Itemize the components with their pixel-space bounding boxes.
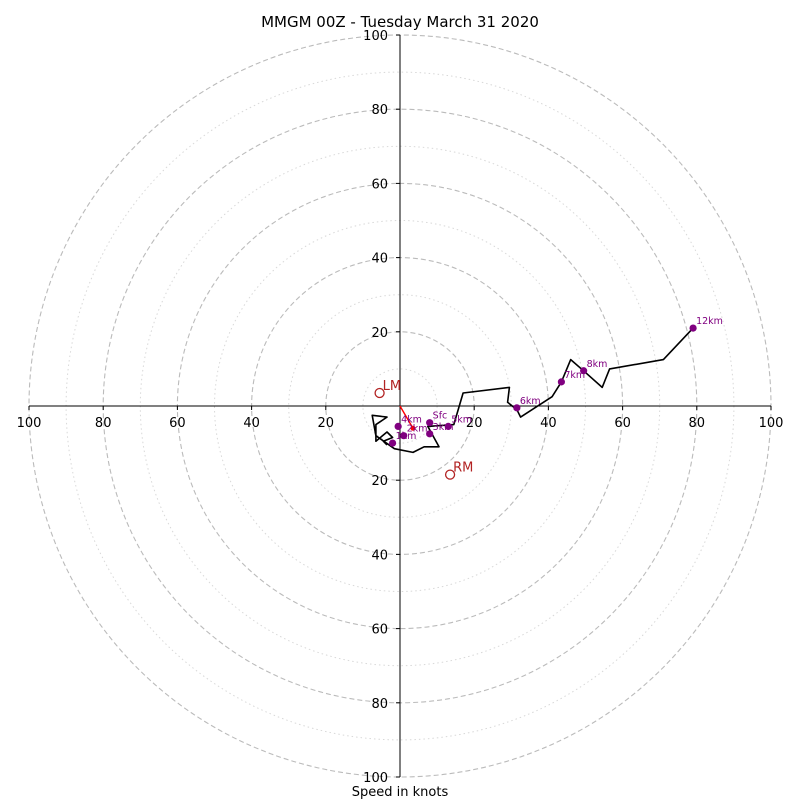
- x-tick-label: 80: [689, 416, 706, 431]
- height-label-3km: 3km: [433, 422, 454, 433]
- y-tick-label: 80: [371, 697, 388, 712]
- x-tick-label: 60: [169, 416, 186, 431]
- height-marker-8km: [580, 367, 588, 375]
- storm-motion: LM RM: [374, 379, 473, 480]
- height-label-7km: 7km: [564, 370, 585, 381]
- shear-line: [399, 405, 414, 429]
- y-tick-label: 20: [371, 474, 388, 489]
- tick-labels: 100 100 80 80 60 60 40 40 20 20 20 20 40 40 60 60 80 80 10…: [17, 29, 784, 786]
- profile-line: [371, 327, 694, 454]
- storm-motion-label-rm: RM: [453, 461, 473, 476]
- height-marker-7km: [557, 378, 565, 386]
- height-label-sfc: Sfc: [433, 411, 448, 422]
- height-marker-2km: [400, 432, 408, 440]
- height-label-5km: 5km: [451, 414, 472, 425]
- wind-profile: [371, 327, 694, 454]
- chart-title: MMGM 00Z - Tuesday March 31 2020: [261, 13, 539, 31]
- x-tick-label: 40: [243, 416, 260, 431]
- x-tick-label: 80: [95, 416, 112, 431]
- x-axis-label: Speed in knots: [352, 785, 449, 800]
- storm-motion-label-lm: LM: [383, 379, 401, 394]
- y-tick-label: 20: [371, 326, 388, 341]
- height-marker-3km: [426, 430, 434, 438]
- height-marker-sfc: [426, 419, 434, 427]
- height-markers: Sfc1km2km3km4km5km6km7km8km12km: [388, 316, 723, 447]
- height-marker-6km: [513, 404, 521, 412]
- x-tick-label: 60: [614, 416, 631, 431]
- x-tick-label: 20: [318, 416, 335, 431]
- height-marker-4km: [394, 422, 402, 431]
- y-tick-label: 100: [363, 29, 388, 44]
- x-tick-label: 100: [759, 416, 784, 431]
- y-tick-label: 60: [371, 177, 388, 192]
- x-tick-label: 20: [466, 416, 483, 431]
- height-label-6km: 6km: [520, 396, 541, 407]
- y-tick-label: 60: [371, 623, 388, 638]
- x-tick-label: 100: [17, 416, 42, 431]
- y-tick-label: 40: [371, 548, 388, 563]
- storm-motion-marker-rm: [444, 469, 456, 480]
- storm-motion-marker-lm: [374, 387, 385, 399]
- height-marker-1km: [388, 439, 397, 447]
- shear-vector: [399, 405, 416, 431]
- shear-head: [410, 425, 416, 431]
- height-label-12km: 12km: [696, 316, 723, 327]
- height-label-8km: 8km: [587, 359, 608, 370]
- height-marker-12km: [689, 324, 697, 332]
- height-label-2km: 2km: [407, 424, 428, 435]
- x-tick-label: 40: [540, 416, 557, 431]
- y-tick-label: 80: [371, 103, 388, 118]
- y-tick-label: 40: [371, 252, 388, 267]
- height-marker-5km: [444, 422, 452, 431]
- y-tick-label: 100: [363, 771, 388, 786]
- height-label-4km: 4km: [401, 414, 422, 425]
